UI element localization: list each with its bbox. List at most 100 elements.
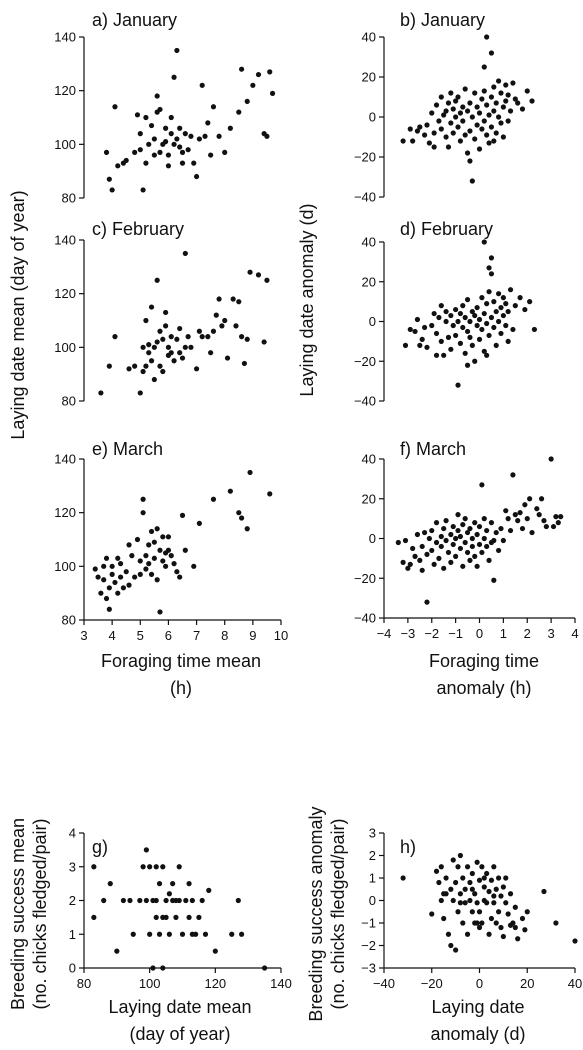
data-point-d <box>484 301 490 307</box>
data-point-h <box>500 884 506 890</box>
data-point-f <box>550 523 557 530</box>
data-point-g <box>235 897 241 904</box>
data-point-e <box>177 574 183 580</box>
xlabel-laying-mean-line1: Laying date mean <box>108 997 251 1017</box>
data-point-b <box>476 146 483 152</box>
xlabel-foraging-anomaly-line1: Foraging time <box>429 651 539 671</box>
data-point-d <box>505 338 511 344</box>
data-point-h <box>457 891 463 897</box>
data-point-a <box>106 176 112 182</box>
data-point-e <box>95 574 101 580</box>
data-point-f <box>450 541 456 548</box>
y-tick-label-h: 2 <box>369 848 376 863</box>
data-point-b <box>500 104 506 110</box>
data-point-d <box>467 334 473 340</box>
data-point-h <box>512 924 518 931</box>
data-point-f <box>481 516 487 522</box>
data-point-d <box>527 299 533 305</box>
data-point-b <box>400 138 406 144</box>
data-point-g <box>150 965 156 971</box>
data-point-d <box>450 322 456 329</box>
data-point-e <box>174 569 180 575</box>
panel-c: c) February 80 100 120 140 <box>54 219 270 409</box>
data-point-b <box>433 102 440 108</box>
data-point-b <box>491 84 497 90</box>
data-point-e <box>196 520 202 527</box>
data-point-d <box>503 322 509 329</box>
data-point-g <box>130 931 136 937</box>
data-point-f <box>484 543 490 550</box>
data-point-e <box>146 561 152 567</box>
data-point-d <box>481 239 487 245</box>
y-tick-label-f: 0 <box>369 531 376 546</box>
data-point-b <box>424 122 430 128</box>
data-point-e <box>103 555 110 561</box>
y-tick-label-g: 3 <box>69 859 76 874</box>
data-point-h <box>491 893 497 899</box>
data-point-c <box>177 350 183 356</box>
data-point-g <box>143 847 149 853</box>
data-point-e <box>143 553 149 559</box>
data-point-f <box>453 553 459 559</box>
data-point-e <box>160 558 166 564</box>
data-point-b <box>448 120 454 126</box>
panel-title-c: c) February <box>92 219 184 239</box>
data-point-e <box>244 526 250 532</box>
data-point-c <box>154 277 160 283</box>
data-point-e <box>148 571 155 577</box>
data-point-g <box>120 897 126 904</box>
data-point-b <box>472 90 478 96</box>
data-point-a <box>165 152 172 158</box>
data-point-e <box>101 563 107 569</box>
data-point-e <box>109 563 115 569</box>
data-point-f <box>553 514 559 520</box>
data-point-h <box>467 879 473 886</box>
data-point-f <box>529 529 535 536</box>
data-point-f <box>460 521 466 528</box>
data-point-e <box>165 534 172 540</box>
data-point-b <box>464 108 471 114</box>
data-point-c <box>168 334 174 340</box>
data-point-e <box>143 566 149 572</box>
data-point-h <box>493 920 499 926</box>
data-point-h <box>469 909 475 915</box>
data-point-f <box>424 551 430 558</box>
data-point-e <box>115 590 121 596</box>
data-point-d <box>424 344 430 350</box>
data-point-b <box>498 120 504 126</box>
data-point-e <box>137 571 143 577</box>
x-tick-label-e: 7 <box>193 628 200 643</box>
data-point-h <box>541 888 547 895</box>
data-point-e <box>171 561 177 567</box>
data-point-d <box>500 295 506 301</box>
data-point-a <box>137 131 143 137</box>
data-point-c <box>140 368 146 375</box>
data-point-d <box>414 316 421 323</box>
data-point-f <box>527 496 533 502</box>
data-point-e <box>157 609 163 615</box>
data-point-a <box>123 157 129 164</box>
data-point-e <box>148 528 155 535</box>
data-point-f <box>469 535 475 542</box>
data-point-b <box>493 100 499 106</box>
data-point-c <box>160 336 166 342</box>
data-point-f <box>400 559 406 565</box>
data-point-e <box>106 606 112 612</box>
data-point-b <box>421 132 428 138</box>
data-point-d <box>503 301 509 307</box>
data-point-h <box>507 922 514 928</box>
y-tick-label-b: 0 <box>369 110 376 125</box>
x-tick-label-g: 100 <box>139 976 161 991</box>
x-tick-label-f: −1 <box>448 626 463 641</box>
y-tick-label-a: 140 <box>54 30 76 45</box>
data-point-a <box>146 141 152 147</box>
data-point-h <box>474 859 480 865</box>
data-point-g <box>239 931 245 937</box>
data-point-d <box>505 308 511 315</box>
data-point-d <box>431 310 437 317</box>
data-point-d <box>453 332 459 339</box>
data-point-g <box>261 965 268 971</box>
data-point-c <box>179 355 186 361</box>
data-point-f <box>536 512 542 518</box>
data-point-h <box>469 886 475 892</box>
